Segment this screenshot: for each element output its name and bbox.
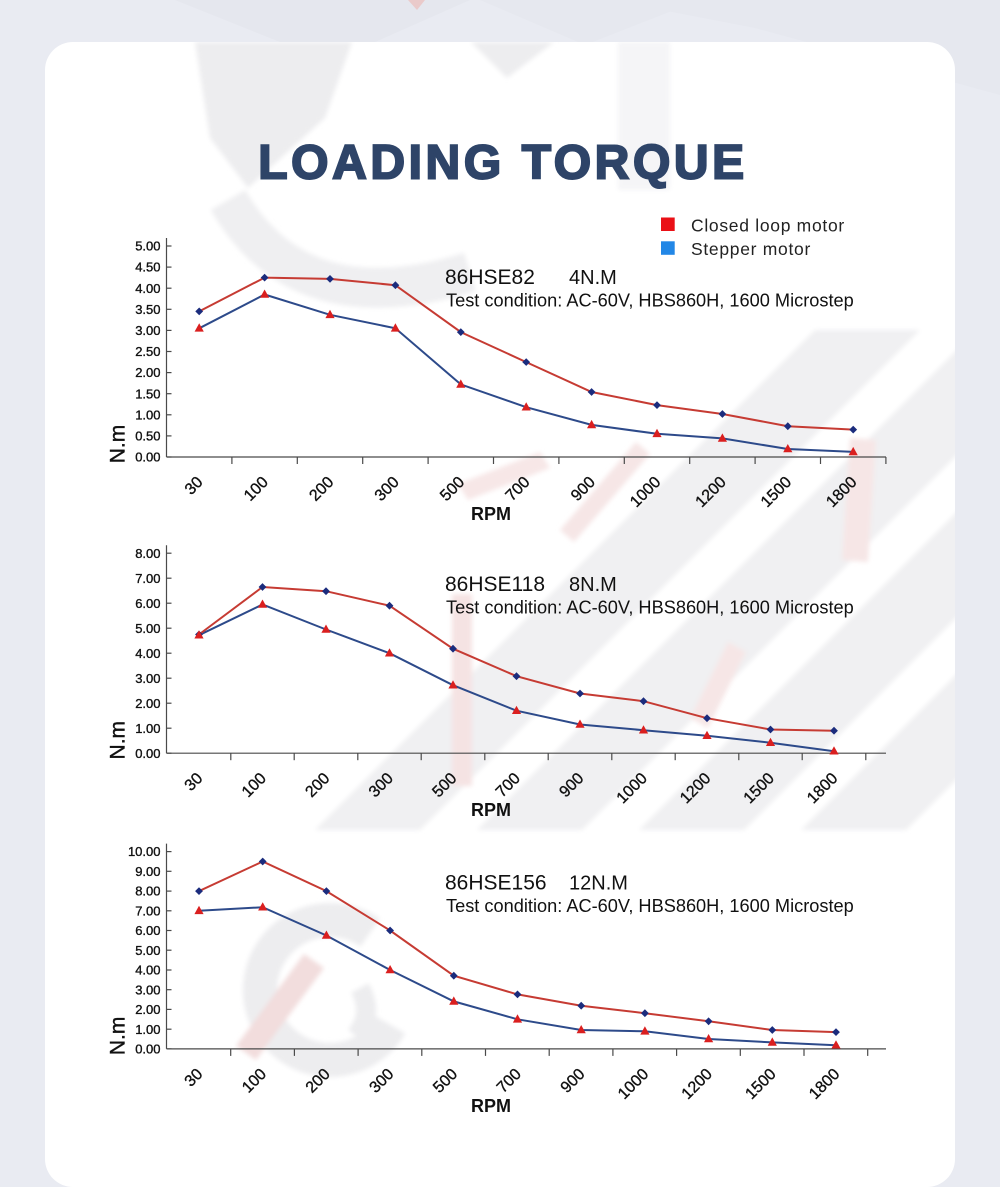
svg-text:3.00: 3.00 (135, 323, 160, 338)
svg-text:1.00: 1.00 (135, 721, 160, 736)
svg-text:Closed loop motor: Closed loop motor (691, 216, 845, 236)
svg-text:1200: 1200 (693, 474, 730, 511)
svg-text:RPM: RPM (471, 504, 511, 524)
svg-text:4.00: 4.00 (135, 963, 160, 978)
svg-text:0.00: 0.00 (135, 1042, 160, 1057)
svg-text:4.00: 4.00 (135, 281, 160, 296)
svg-text:6.00: 6.00 (135, 923, 160, 938)
svg-text:10.00: 10.00 (128, 844, 161, 859)
svg-text:6.00: 6.00 (135, 596, 160, 611)
svg-text:7.00: 7.00 (135, 571, 160, 586)
svg-text:RPM: RPM (471, 1096, 511, 1116)
svg-text:N.m: N.m (107, 425, 130, 464)
svg-text:N.m: N.m (107, 1017, 130, 1056)
svg-text:N.m: N.m (107, 721, 130, 760)
svg-text:86HSE156: 86HSE156 (445, 872, 547, 895)
svg-text:1.00: 1.00 (135, 1022, 160, 1037)
svg-text:Test condition: AC-60V, HBS860: Test condition: AC-60V, HBS860H, 1600 Mi… (446, 291, 854, 311)
svg-text:12N.M: 12N.M (569, 873, 628, 895)
svg-text:4.50: 4.50 (135, 260, 160, 275)
svg-text:86HSE82: 86HSE82 (445, 266, 535, 289)
svg-text:7.00: 7.00 (135, 903, 160, 918)
svg-text:Test condition: AC-60V, HBS860: Test condition: AC-60V, HBS860H, 1600 Mi… (446, 598, 854, 618)
svg-text:1.50: 1.50 (135, 386, 160, 401)
svg-text:8.00: 8.00 (135, 546, 160, 561)
svg-text:0.50: 0.50 (135, 429, 160, 444)
svg-text:2.00: 2.00 (135, 365, 160, 380)
svg-text:3.50: 3.50 (135, 302, 160, 317)
svg-text:8.00: 8.00 (135, 884, 160, 899)
svg-text:2.50: 2.50 (135, 344, 160, 359)
svg-text:86HSE118: 86HSE118 (445, 573, 545, 596)
svg-text:5.00: 5.00 (135, 943, 160, 958)
svg-text:9.00: 9.00 (135, 864, 160, 879)
svg-text:5.00: 5.00 (135, 621, 160, 636)
svg-text:5.00: 5.00 (135, 239, 160, 254)
svg-text:8N.M: 8N.M (569, 574, 617, 596)
svg-text:2.00: 2.00 (135, 696, 160, 711)
svg-text:LOADING TORQUE: LOADING TORQUE (258, 136, 748, 189)
svg-text:0.00: 0.00 (135, 450, 160, 465)
svg-text:Test condition: AC-60V, HBS860: Test condition: AC-60V, HBS860H, 1600 Mi… (446, 896, 854, 916)
svg-text:4N.M: 4N.M (569, 267, 617, 289)
svg-text:3.00: 3.00 (135, 982, 160, 997)
svg-text:Stepper motor: Stepper motor (691, 239, 811, 259)
svg-text:4.00: 4.00 (135, 646, 160, 661)
svg-text:0.00: 0.00 (135, 746, 160, 761)
svg-text:2.00: 2.00 (135, 1002, 160, 1017)
svg-text:3.00: 3.00 (135, 671, 160, 686)
svg-text:RPM: RPM (471, 800, 511, 820)
svg-text:1.00: 1.00 (135, 407, 160, 422)
